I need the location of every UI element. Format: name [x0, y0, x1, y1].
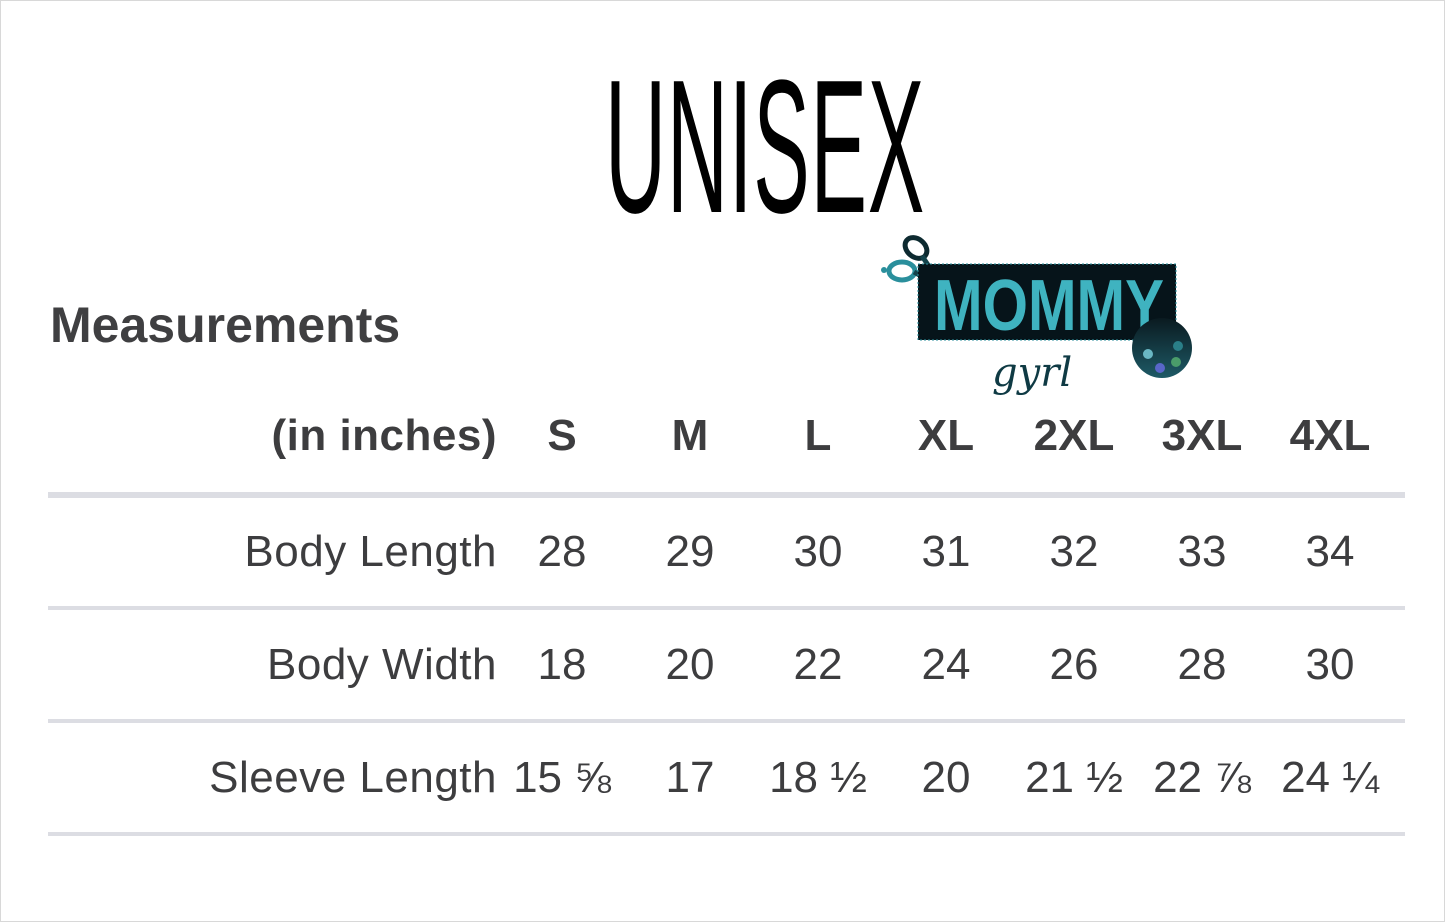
table-cell: 30 — [1305, 640, 1355, 689]
svg-text:MOMMY: MOMMY — [934, 266, 1164, 346]
table-cell: 18 — [537, 640, 587, 689]
table-cell: 21 ½ — [1025, 753, 1123, 802]
svg-text:gyrl: gyrl — [992, 350, 1072, 396]
table-row: Body Length 28 29 30 31 32 33 34 — [0, 522, 1445, 582]
row-label: Body Width — [267, 640, 497, 689]
size-header: 3XL — [1161, 411, 1243, 460]
mommy-gyrl-logo: MOMMY gyrl — [872, 226, 1202, 409]
unit-label: (in inches) — [271, 411, 497, 460]
table-cell: 18 ½ — [769, 753, 867, 802]
table-cell: 22 ⅞ — [1153, 753, 1251, 802]
size-header: M — [671, 411, 709, 460]
row-label: Body Length — [244, 527, 497, 576]
table-cell: 30 — [793, 527, 843, 576]
table-cell: 29 — [665, 527, 715, 576]
table-cell: 17 — [665, 753, 715, 802]
table-cell: 24 ¼ — [1281, 753, 1379, 802]
table-cell: 24 — [921, 640, 971, 689]
page-title: UNISEX — [605, 41, 926, 253]
table-cell: 26 — [1049, 640, 1099, 689]
size-header: 4XL — [1289, 411, 1371, 460]
measurements-heading: Measurements — [50, 297, 401, 353]
size-header: S — [547, 411, 577, 460]
size-header-row: (in inches) S M L XL 2XL 3XL 4XL — [0, 406, 1445, 466]
table-cell: 28 — [1177, 640, 1227, 689]
row-divider — [48, 606, 1405, 610]
table-row: Sleeve Length 15 ⅝ 17 18 ½ 20 21 ½ 22 ⅞ … — [0, 748, 1445, 808]
table-cell: 15 ⅝ — [513, 753, 611, 802]
table-cell: 32 — [1049, 527, 1099, 576]
table-row: Body Width 18 20 22 24 26 28 30 — [0, 635, 1445, 695]
table-cell: 31 — [921, 527, 971, 576]
table-cell: 20 — [665, 640, 715, 689]
row-label: Sleeve Length — [209, 753, 497, 802]
size-header: L — [804, 411, 832, 460]
table-cell: 22 — [793, 640, 843, 689]
size-header: 2XL — [1033, 411, 1115, 460]
size-header: XL — [917, 411, 975, 460]
table-cell: 34 — [1305, 527, 1355, 576]
table-cell: 28 — [537, 527, 587, 576]
table-cell: 20 — [921, 753, 971, 802]
table-cell: 33 — [1177, 527, 1227, 576]
header-divider — [48, 492, 1405, 498]
row-divider — [48, 719, 1405, 723]
row-divider — [48, 832, 1405, 836]
